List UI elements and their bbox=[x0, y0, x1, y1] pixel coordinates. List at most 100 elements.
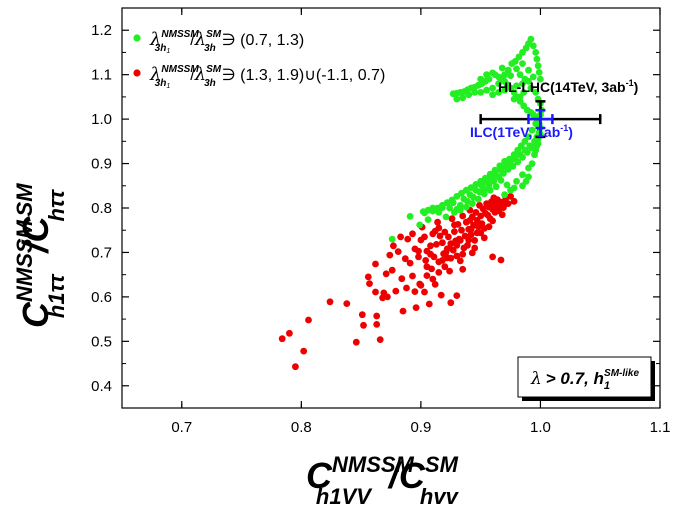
green-point bbox=[519, 171, 526, 179]
red-point bbox=[286, 329, 293, 337]
red-point bbox=[415, 247, 422, 255]
green-point bbox=[480, 190, 488, 198]
green-point bbox=[516, 71, 524, 79]
red-point bbox=[435, 269, 443, 276]
red-point bbox=[446, 267, 453, 275]
y-tick-label: 0.8 bbox=[91, 200, 112, 217]
red-point bbox=[445, 233, 452, 241]
green-point bbox=[477, 89, 485, 96]
red-point bbox=[388, 266, 396, 274]
legend-entry-green: λNMSSM 3h1/λSM 3h ∋ (0.7, 1.3) bbox=[133, 29, 304, 55]
y-tick-label: 1.2 bbox=[91, 22, 112, 39]
green-point bbox=[451, 209, 458, 216]
green-point bbox=[501, 71, 508, 79]
y-tick-label: 0.6 bbox=[91, 289, 112, 306]
x-axis-title: CNMSSM h1VV/CSM hvv bbox=[306, 452, 460, 508]
red-point bbox=[498, 211, 506, 219]
green-point bbox=[525, 66, 532, 74]
green-point bbox=[523, 149, 531, 156]
red-point bbox=[453, 241, 461, 249]
green-point bbox=[474, 195, 482, 203]
red-point bbox=[403, 284, 410, 292]
red-point bbox=[373, 321, 381, 328]
legend-range-red: ∋ (1.3, 1.9)∪(-1.1, 0.7) bbox=[222, 67, 385, 84]
red-point bbox=[417, 281, 425, 289]
y-tick-label: 0.4 bbox=[91, 378, 112, 395]
green-point bbox=[446, 204, 453, 212]
red-point bbox=[448, 215, 456, 223]
red-point bbox=[459, 250, 467, 258]
red-point bbox=[429, 275, 437, 283]
green-point bbox=[449, 90, 457, 98]
green-point bbox=[501, 86, 508, 94]
green-point bbox=[529, 42, 537, 50]
red-point bbox=[458, 226, 465, 234]
green-point bbox=[507, 84, 514, 92]
axis-ticks bbox=[122, 8, 661, 408]
green-point bbox=[424, 216, 432, 224]
green-point bbox=[525, 77, 532, 85]
green-point bbox=[532, 89, 540, 96]
green-point bbox=[483, 71, 490, 79]
red-point bbox=[471, 237, 479, 244]
green-point bbox=[513, 82, 520, 90]
legend-label-red: λNMSSM 3h1/λSM 3h ∋ (1.3, 1.9)∪(-1.1, 0.7) bbox=[149, 64, 385, 90]
red-point bbox=[278, 335, 286, 343]
red-point bbox=[473, 229, 481, 237]
green-point bbox=[456, 201, 464, 209]
green-point bbox=[419, 208, 427, 216]
green-point bbox=[519, 80, 526, 87]
x-tick-label: 1.1 bbox=[650, 419, 671, 436]
green-point bbox=[453, 193, 461, 200]
legend-range-green: ∋ (0.7, 1.3) bbox=[222, 32, 304, 49]
green-point bbox=[534, 62, 542, 70]
axis-tick-labels: 0.7 0.8 0.9 1.0 1.1 0.4 0.5 0.6 0.7 0.8 0.9 1.0 1.1 1… bbox=[91, 22, 670, 436]
green-point bbox=[513, 65, 520, 73]
green-point bbox=[498, 64, 506, 72]
red-point bbox=[510, 197, 518, 205]
red-point bbox=[422, 257, 430, 264]
green-point bbox=[501, 191, 508, 199]
red-point bbox=[364, 273, 372, 281]
green-point bbox=[434, 204, 441, 212]
green-point bbox=[528, 160, 536, 168]
data-points bbox=[278, 35, 545, 371]
green-point bbox=[477, 75, 485, 83]
red-point bbox=[415, 253, 422, 261]
red-point bbox=[453, 252, 461, 260]
red-point bbox=[451, 228, 458, 236]
legend-marker-green bbox=[133, 34, 141, 42]
red-point bbox=[404, 235, 412, 243]
red-point bbox=[459, 265, 467, 273]
red-point bbox=[292, 363, 299, 371]
red-point bbox=[485, 223, 493, 231]
red-point bbox=[436, 232, 444, 240]
green-point bbox=[495, 89, 502, 96]
red-point bbox=[447, 254, 455, 262]
green-point bbox=[465, 91, 473, 99]
red-point bbox=[394, 248, 402, 256]
red-point bbox=[447, 299, 455, 307]
red-point bbox=[412, 304, 420, 311]
green-point bbox=[468, 200, 476, 208]
y-tick-label: 0.5 bbox=[91, 333, 112, 350]
red-point bbox=[459, 212, 467, 220]
red-point bbox=[431, 281, 439, 288]
green-point bbox=[471, 89, 479, 96]
green-point bbox=[453, 95, 461, 103]
green-point bbox=[477, 177, 485, 185]
green-point bbox=[519, 182, 526, 190]
red-point bbox=[441, 263, 449, 271]
legend-label-green: λNMSSM 3h1/λSM 3h ∋ (0.7, 1.3) bbox=[149, 29, 304, 55]
red-point bbox=[397, 233, 404, 241]
condition-text: λ > 0.7, h1SM-like bbox=[530, 368, 639, 392]
green-point bbox=[496, 162, 504, 170]
red-point bbox=[467, 225, 475, 233]
red-point bbox=[421, 288, 428, 296]
red-point bbox=[401, 255, 409, 263]
y-tick-label: 1.0 bbox=[91, 111, 112, 128]
red-point bbox=[439, 257, 446, 264]
red-point bbox=[372, 288, 379, 296]
red-point bbox=[441, 228, 449, 236]
